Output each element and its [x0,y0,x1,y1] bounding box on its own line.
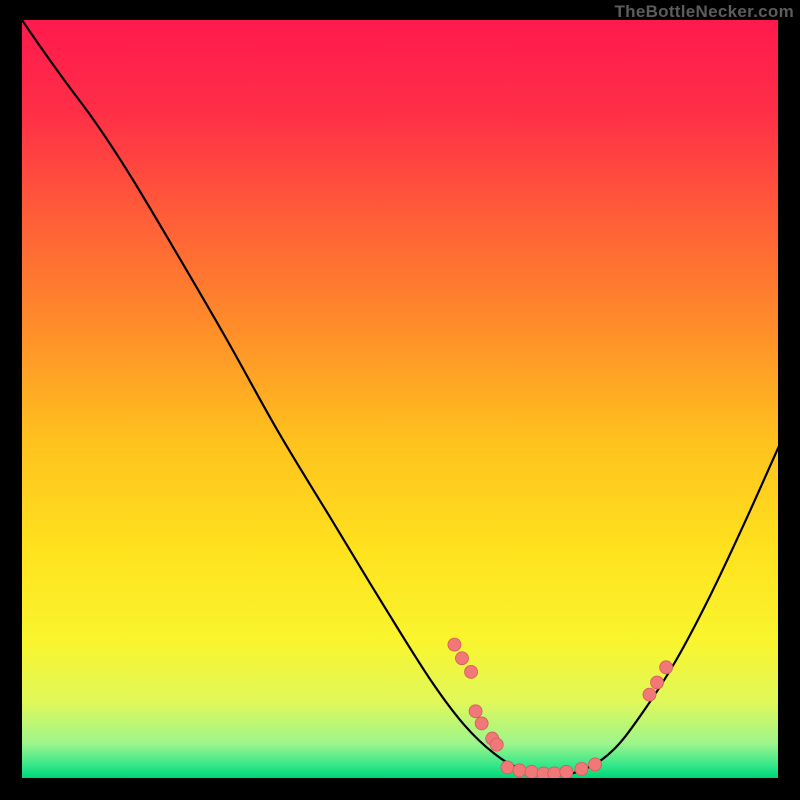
bottleneck-chart [0,0,800,800]
data-marker [455,652,468,665]
data-marker [465,665,478,678]
data-marker [469,705,482,718]
data-marker [513,764,526,777]
data-marker [548,767,561,780]
data-marker [589,758,602,771]
data-marker [560,765,573,778]
watermark-label: TheBottleNecker.com [614,2,794,22]
data-marker [448,638,461,651]
data-marker [651,676,664,689]
plot-area [22,20,781,780]
data-marker [490,738,503,751]
data-marker [475,717,488,730]
chart-stage: TheBottleNecker.com [0,0,800,800]
data-marker [643,688,656,701]
data-marker [660,661,673,674]
data-marker [501,761,514,774]
data-marker [575,762,588,775]
data-marker [525,765,538,778]
